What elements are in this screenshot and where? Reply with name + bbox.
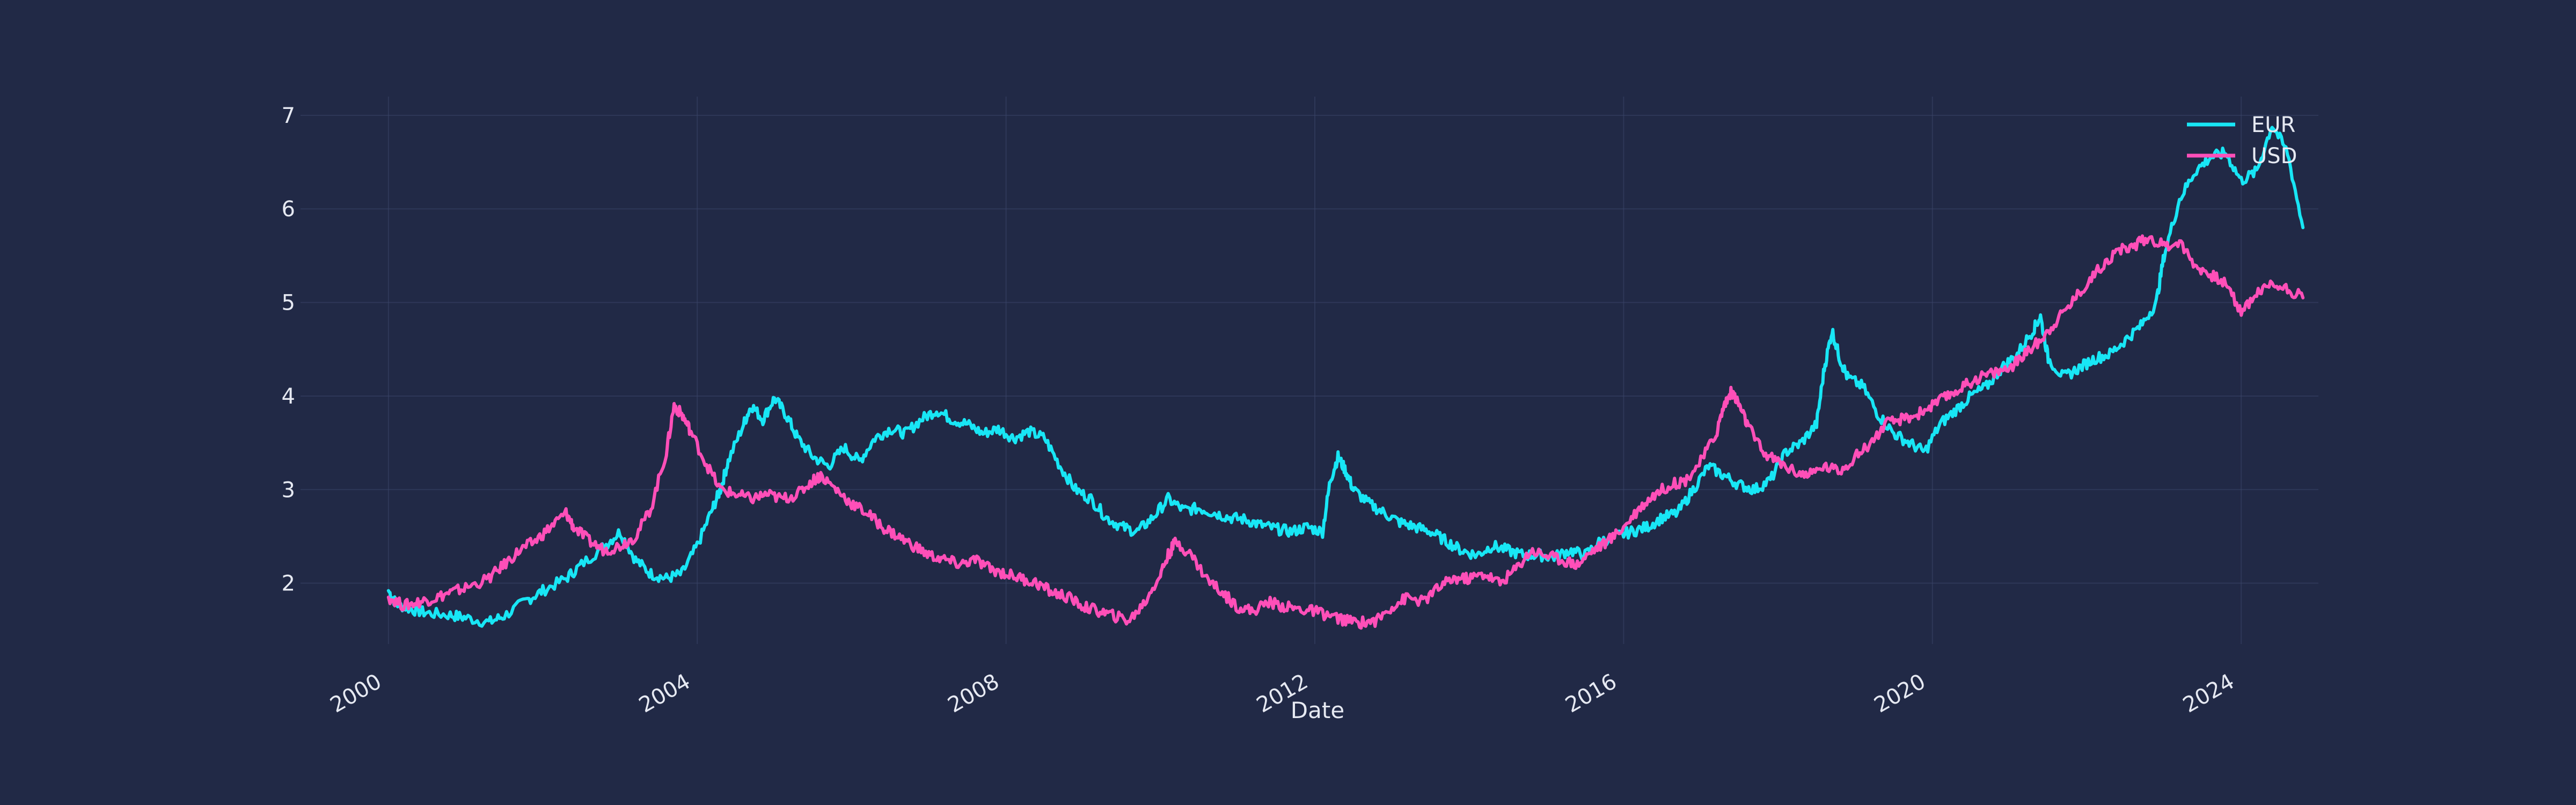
y-tick-label: 7 <box>282 104 295 128</box>
legend: EUR USD <box>2187 113 2297 169</box>
legend-label-eur: EUR <box>2251 113 2295 137</box>
legend-label-usd: USD <box>2251 144 2297 169</box>
series-line-usd <box>386 234 2305 630</box>
series-lines <box>386 126 2305 630</box>
y-tick-label: 2 <box>282 572 295 596</box>
grid-lines <box>301 97 2318 644</box>
x-axis-title: Date <box>1291 697 1344 723</box>
y-tick-label: 3 <box>282 478 295 502</box>
y-tick-label: 4 <box>282 384 295 409</box>
y-tick-label: 5 <box>282 291 295 316</box>
y-axis-ticks: 2 3 4 5 6 7 <box>282 104 295 596</box>
y-tick-label: 6 <box>282 197 295 222</box>
series-line-eur <box>386 126 2305 628</box>
